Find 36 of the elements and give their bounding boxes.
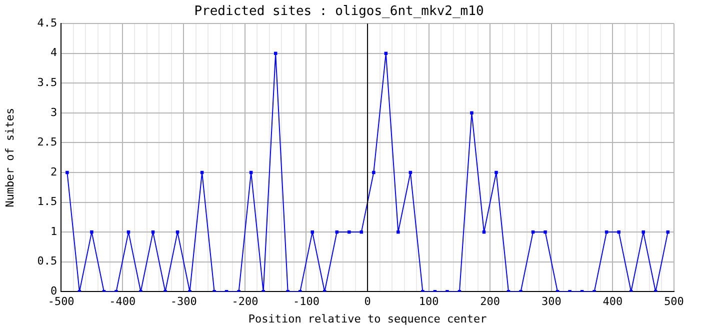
x-tick-label: -200 xyxy=(232,295,258,308)
y-axis-title: Number of sites xyxy=(3,108,16,208)
y-tick-label: 2 xyxy=(50,165,58,178)
y-tick-label: 3.5 xyxy=(37,76,58,90)
chart-title: Predicted sites : oligos_6nt_mkv2_m10 xyxy=(194,4,484,20)
point xyxy=(494,170,498,174)
x-tick-label: 300 xyxy=(541,295,562,308)
x-tick-label: -300 xyxy=(170,295,197,308)
point xyxy=(372,170,376,174)
x-tick-label: 100 xyxy=(418,295,439,308)
point xyxy=(544,230,547,234)
x-tick-label: -100 xyxy=(292,295,320,308)
point xyxy=(642,230,645,234)
x-tick-label: 400 xyxy=(602,295,623,308)
y-tick-label: 0.5 xyxy=(37,254,58,268)
point xyxy=(617,230,620,234)
y-tick-label: 1 xyxy=(50,224,58,238)
point xyxy=(90,230,94,234)
x-tick-label: -400 xyxy=(109,295,136,308)
x-tick-label: -500 xyxy=(48,295,74,308)
y-tick-label: 0 xyxy=(50,284,58,298)
y-tick-label: 2.5 xyxy=(37,136,58,149)
point xyxy=(310,230,314,234)
point xyxy=(666,230,670,234)
x-tick-label: 200 xyxy=(480,295,500,308)
x-tick-label: 500 xyxy=(664,295,684,308)
y-tick-label: 1.5 xyxy=(37,195,58,208)
y-tick-label: 4 xyxy=(50,46,58,60)
x-tick-label: 0 xyxy=(364,295,371,308)
y-tick-label: 4.5 xyxy=(37,16,58,30)
y-tick-label: 3 xyxy=(50,106,58,119)
point xyxy=(396,230,400,234)
x-axis-title: Position relative to sequence center xyxy=(248,312,488,326)
point xyxy=(470,111,474,115)
point xyxy=(348,230,351,234)
point xyxy=(66,170,69,174)
